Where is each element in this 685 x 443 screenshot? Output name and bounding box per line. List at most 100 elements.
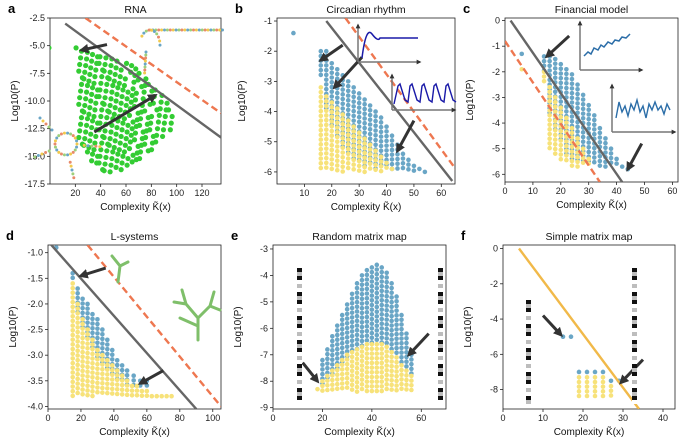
- data-point: [318, 146, 324, 152]
- data-point: [344, 325, 350, 331]
- data-point: [597, 139, 603, 145]
- x-axis-label: Complexity K̃(x): [99, 425, 170, 438]
- barcode-cell: [632, 264, 637, 268]
- data-point: [83, 96, 89, 102]
- data-point: [394, 322, 399, 327]
- data-point: [124, 162, 130, 168]
- data-point: [389, 337, 394, 342]
- y-axis-label: Log10(P): [10, 80, 21, 121]
- data-point: [378, 148, 384, 154]
- data-point: [340, 154, 346, 160]
- data-point: [558, 61, 564, 67]
- data-point: [159, 133, 166, 140]
- barcode-cell: [297, 364, 302, 368]
- data-point: [569, 125, 575, 131]
- barcode-cell: [438, 280, 443, 284]
- x-tick-label: 40: [109, 413, 119, 423]
- data-point: [359, 291, 365, 297]
- data-point: [344, 352, 350, 358]
- data-point: [340, 131, 346, 136]
- data-point: [591, 127, 597, 132]
- data-point: [575, 124, 580, 130]
- nucleotide: [86, 144, 90, 148]
- data-point: [137, 116, 144, 122]
- data-point: [399, 386, 404, 392]
- data-point: [379, 370, 385, 375]
- data-point: [362, 120, 367, 126]
- data-point: [354, 318, 360, 324]
- data-point: [575, 82, 580, 87]
- data-point: [575, 154, 580, 160]
- data-point: [592, 369, 598, 375]
- data-point: [367, 151, 373, 157]
- insets: [577, 20, 677, 135]
- data-point: [345, 123, 351, 128]
- data-point: [608, 388, 614, 394]
- annotation-arrow: [137, 369, 165, 385]
- data-point: [318, 132, 324, 138]
- data-point: [356, 168, 362, 173]
- nucleotide: [69, 164, 73, 168]
- data-point: [379, 379, 385, 384]
- data-point: [584, 374, 590, 380]
- data-point: [105, 358, 110, 363]
- data-point: [564, 85, 569, 91]
- data-point: [344, 366, 350, 372]
- data-point: [356, 158, 362, 164]
- barcode-cell: [632, 304, 637, 308]
- data-point: [82, 69, 88, 75]
- inset-curve: [393, 82, 457, 105]
- data-point: [364, 384, 370, 389]
- data-point: [404, 340, 409, 346]
- data-point: [362, 136, 367, 142]
- data-point: [384, 372, 389, 378]
- data-point: [120, 120, 126, 126]
- nucleotide: [144, 50, 148, 54]
- data-point: [117, 107, 123, 113]
- data-point: [373, 132, 378, 138]
- data-point: [329, 142, 335, 148]
- data-point: [354, 281, 360, 286]
- y-tick-label: -7: [260, 350, 268, 360]
- data-point: [75, 286, 80, 291]
- data-point: [78, 81, 85, 87]
- data-point: [133, 90, 139, 96]
- data-point: [97, 87, 103, 93]
- data-point: [384, 152, 389, 158]
- barcode-cell: [632, 316, 637, 320]
- data-point: [354, 323, 360, 328]
- data-point: [354, 365, 360, 371]
- data-point: [378, 134, 384, 139]
- data-point: [592, 384, 598, 389]
- barcode-cell: [526, 400, 531, 404]
- data-point: [379, 279, 385, 284]
- data-point: [330, 382, 335, 388]
- x-tick-label: 40: [658, 413, 668, 423]
- nucleotide: [57, 150, 61, 154]
- data-point: [379, 365, 385, 370]
- data-point: [340, 145, 346, 151]
- data-point: [80, 349, 85, 355]
- insets: [33, 28, 224, 180]
- insets: [297, 264, 443, 404]
- data-point: [339, 326, 345, 332]
- data-point: [378, 143, 384, 149]
- data-point: [399, 336, 404, 341]
- data-point: [334, 125, 340, 130]
- data-point: [374, 285, 380, 291]
- data-point: [344, 330, 350, 335]
- data-point: [362, 125, 367, 131]
- data-point: [394, 345, 399, 351]
- data-point: [389, 359, 394, 364]
- nucleotide: [209, 28, 213, 32]
- x-tick-label: 30: [618, 413, 628, 423]
- y-axis-label: Log10(P): [465, 79, 476, 120]
- barcode-cell: [632, 380, 637, 384]
- data-point: [114, 358, 120, 363]
- y-tick-label: -6: [264, 167, 272, 177]
- data-point: [325, 383, 330, 388]
- data-point: [547, 89, 552, 95]
- data-point: [394, 383, 399, 388]
- data-point: [389, 313, 394, 319]
